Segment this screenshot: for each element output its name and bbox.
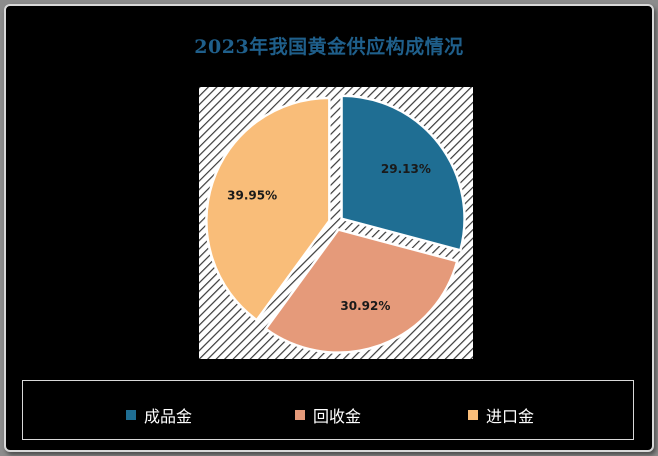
chart-frame: 2023年我国黄金供应构成情况 29.13% 30.92% 39.95% 成品金 回… — [4, 4, 654, 452]
data-label-jinkoujin: 39.95% — [227, 189, 277, 203]
legend-swatch — [468, 410, 478, 420]
legend-swatch — [126, 410, 136, 420]
legend: 成品金 回收金 进口金 — [22, 380, 634, 440]
legend-label: 回收金 — [313, 407, 362, 426]
data-label-huishoujin: 30.92% — [340, 299, 390, 313]
pie-slices — [205, 94, 466, 354]
data-label-chengpinjin: 29.13% — [381, 162, 431, 176]
legend-item-jinkoujin: 进口金 — [468, 403, 534, 427]
pie-slice-chengpinjin — [340, 94, 466, 252]
legend-label: 进口金 — [486, 407, 535, 426]
pie-data-labels: 29.13% 30.92% 39.95% — [227, 162, 431, 313]
pie-slice-jinkoujin — [205, 96, 331, 322]
legend-item-chengpinjin: 成品金 — [126, 403, 192, 427]
legend-swatch — [295, 410, 305, 420]
chart-title: 2023年我国黄金供应构成情况 — [194, 36, 464, 58]
legend-item-huishoujin: 回收金 — [295, 403, 361, 427]
legend-label: 成品金 — [144, 407, 193, 426]
plot-area: 29.13% 30.92% 39.95% — [199, 87, 473, 359]
pie-chart: 29.13% 30.92% 39.95% — [199, 87, 473, 359]
pie-slice-huishoujin — [263, 228, 459, 354]
